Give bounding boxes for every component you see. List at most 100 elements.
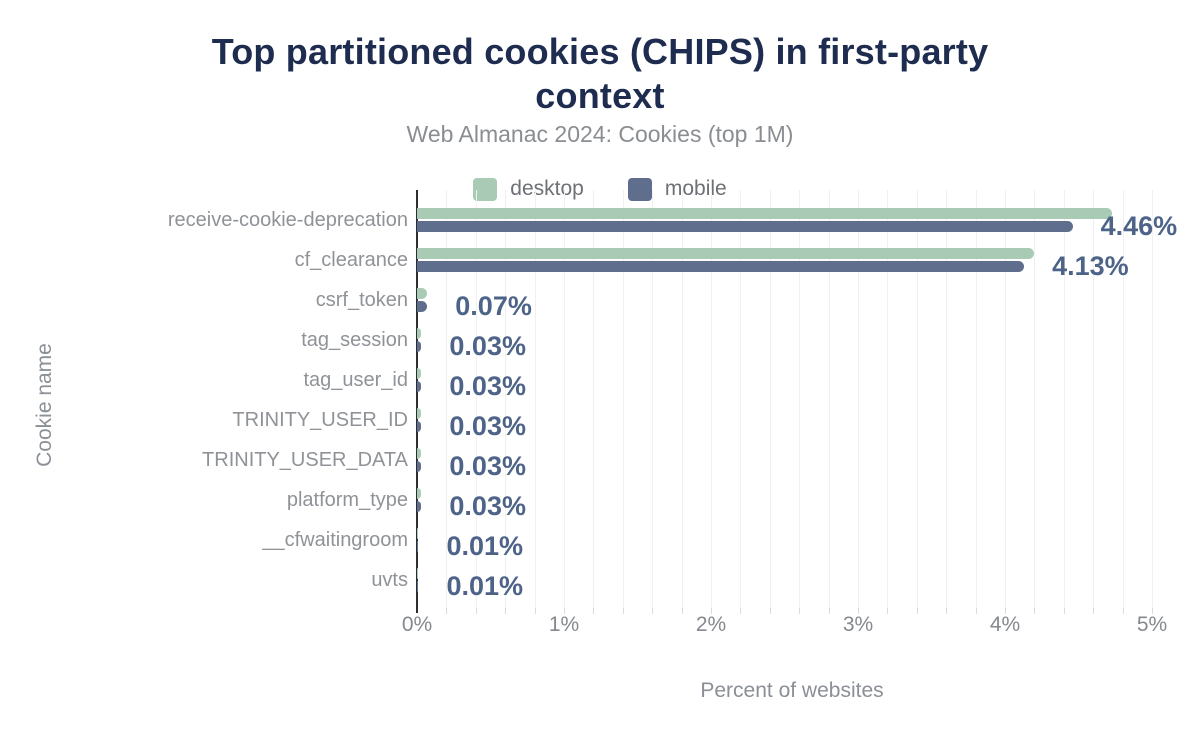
bar-mobile-uvts <box>417 581 419 592</box>
x-tick-label: 4% <box>989 613 1021 636</box>
gridline <box>446 190 447 608</box>
x-tick-label: 5% <box>1136 613 1168 636</box>
category-label: receive-cookie-deprecation <box>167 209 408 231</box>
value-label: 4.13% <box>1052 251 1129 281</box>
axis-tick <box>829 608 830 614</box>
value-label: 0.03% <box>449 451 526 481</box>
gridline <box>770 190 771 608</box>
bar-desktop-__cfwaitingroom <box>417 528 419 539</box>
bar-desktop-tag_session <box>417 328 422 339</box>
axis-tick <box>593 608 594 614</box>
x-tick-label: 1% <box>548 613 580 636</box>
gridline <box>1152 190 1153 608</box>
category-label: tag_user_id <box>303 369 408 391</box>
bar-desktop-uvts <box>417 568 419 579</box>
gridline <box>1034 190 1035 608</box>
axis-tick <box>858 608 859 614</box>
gridline <box>652 190 653 608</box>
bar-mobile-tag_session <box>417 341 422 352</box>
gridline <box>623 190 624 608</box>
gridline <box>535 190 536 608</box>
axis-tick <box>946 608 947 614</box>
gridline <box>740 190 741 608</box>
category-label: __cfwaitingroom <box>262 529 408 551</box>
gridline <box>682 190 683 608</box>
legend-item-desktop: desktop <box>473 177 584 201</box>
legend-swatch-mobile <box>627 177 652 201</box>
axis-tick <box>623 608 624 614</box>
gridline <box>1064 190 1065 608</box>
legend-label-desktop: desktop <box>510 177 584 200</box>
bar-desktop-TRINITY_USER_ID <box>417 408 422 419</box>
axis-tick <box>711 608 712 614</box>
axis-tick <box>476 608 477 614</box>
axis-tick <box>917 608 918 614</box>
gridline <box>917 190 918 608</box>
axis-tick <box>976 608 977 614</box>
bar-desktop-receive-cookie-deprecation <box>417 208 1113 219</box>
x-axis-title: Percent of websites <box>700 679 884 702</box>
chart-title-line-1: Top partitioned cookies (CHIPS) in first… <box>211 31 989 72</box>
bar-desktop-cf_clearance <box>417 248 1035 259</box>
bar-mobile-receive-cookie-deprecation <box>417 221 1073 232</box>
value-label: 0.03% <box>449 371 526 401</box>
bar-desktop-csrf_token <box>417 288 428 299</box>
axis-tick <box>770 608 771 614</box>
axis-tick <box>740 608 741 614</box>
bar-mobile-csrf_token <box>417 301 428 312</box>
axis-tick <box>1152 608 1153 614</box>
gridline <box>1093 190 1094 608</box>
gridline <box>476 190 477 608</box>
axis-tick <box>535 608 536 614</box>
gridline <box>976 190 977 608</box>
bar-mobile-__cfwaitingroom <box>417 541 419 552</box>
gridline <box>1005 190 1006 608</box>
category-label: csrf_token <box>315 289 408 311</box>
chart-title-line-2: context <box>535 75 665 116</box>
axis-tick <box>446 608 447 614</box>
value-label: 0.01% <box>446 531 524 561</box>
gridline <box>711 190 712 608</box>
x-tick-labels: 0% 1% 2% 3% 4% 5% <box>0 613 1200 639</box>
axis-tick <box>1034 608 1035 614</box>
category-label: cf_clearance <box>294 249 408 271</box>
chart-subtitle: Web Almanac 2024: Cookies (top 1M) <box>406 121 794 147</box>
axis-tick <box>1064 608 1065 614</box>
value-label: 0.03% <box>449 331 526 361</box>
bar-mobile-platform_type <box>417 501 422 512</box>
category-label: TRINITY_USER_ID <box>232 409 408 431</box>
axis-tick <box>799 608 800 614</box>
value-label: 0.03% <box>449 491 526 521</box>
axis-tick <box>652 608 653 614</box>
gridline <box>858 190 859 608</box>
axis-tick <box>1123 608 1124 614</box>
gridline <box>564 190 565 608</box>
x-tick-label: 0% <box>401 613 433 636</box>
x-tick-label: 2% <box>695 613 727 636</box>
bar-mobile-cf_clearance <box>417 261 1025 272</box>
gridline <box>829 190 830 608</box>
bar-desktop-tag_user_id <box>417 368 422 379</box>
gridline <box>1123 190 1124 608</box>
value-label: 0.07% <box>455 291 532 321</box>
value-label: 4.46% <box>1100 211 1178 241</box>
axis-tick <box>682 608 683 614</box>
gridline <box>799 190 800 608</box>
value-label: 0.03% <box>449 411 526 441</box>
category-label: uvts <box>371 569 408 591</box>
plot-area: 4.46% 4.13% 0.07% 0.03% 0.03% 0.03% 0.03% 0.03%… <box>416 190 1177 614</box>
axis-tick <box>505 608 506 614</box>
axis-tick <box>1093 608 1094 614</box>
category-label: TRINITY_USER_DATA <box>202 449 408 471</box>
bar-mobile-TRINITY_USER_ID <box>417 421 422 432</box>
value-label: 0.01% <box>446 571 524 601</box>
bar-mobile-TRINITY_USER_DATA <box>417 461 422 472</box>
axis-tick <box>1005 608 1006 614</box>
gridline <box>946 190 947 608</box>
legend-swatch-desktop <box>473 177 498 201</box>
bar-desktop-TRINITY_USER_DATA <box>417 448 422 459</box>
bar-mobile-tag_user_id <box>417 381 422 392</box>
gridline <box>505 190 506 608</box>
axis-tick <box>564 608 565 614</box>
category-label: platform_type <box>286 489 408 511</box>
